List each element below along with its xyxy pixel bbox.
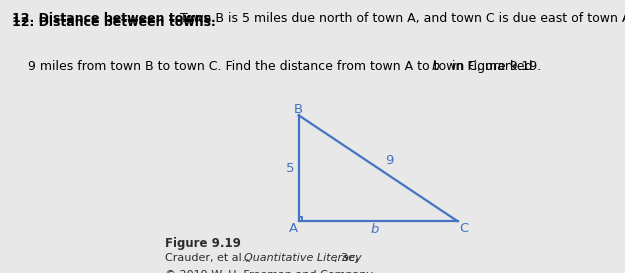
Text: 12. Distance between towns.: 12. Distance between towns. (12, 13, 216, 25)
Text: B: B (294, 103, 303, 116)
Text: Crauder, et al.,: Crauder, et al., (165, 253, 252, 263)
Text: Figure 9.19: Figure 9.19 (165, 237, 241, 250)
Text: Town B is 5 miles due north of town A, and town C is due east of town A. It is: Town B is 5 miles due north of town A, a… (12, 13, 625, 25)
Text: 9: 9 (386, 154, 394, 167)
Text: C: C (459, 222, 468, 235)
Text: © 2019 W. H. Freeman and Company: © 2019 W. H. Freeman and Company (165, 270, 373, 273)
Text: b: b (12, 60, 441, 73)
Text: 12. Distance between towns.: 12. Distance between towns. (12, 16, 216, 29)
Text: b: b (371, 223, 379, 236)
Text: Crauder, et al., Quantitative Literacy: Crauder, et al., Quantitative Literacy (165, 253, 369, 263)
Text: Quantitative Literacy: Quantitative Literacy (244, 253, 362, 263)
Bar (299, 217, 302, 221)
Text: 12. Distance between towns. Town B is 5 miles due north of town A, and town C is: 12. Distance between towns. Town B is 5 … (12, 16, 625, 29)
Text: 5: 5 (286, 162, 295, 175)
Text: in Figure 9.19.: in Figure 9.19. (12, 60, 542, 73)
Text: , 3e,: , 3e, (334, 253, 358, 263)
Text: 9 miles from town B to town C. Find the distance from town A to town C, marked: 9 miles from town B to town C. Find the … (12, 60, 537, 73)
Text: A: A (289, 222, 298, 235)
